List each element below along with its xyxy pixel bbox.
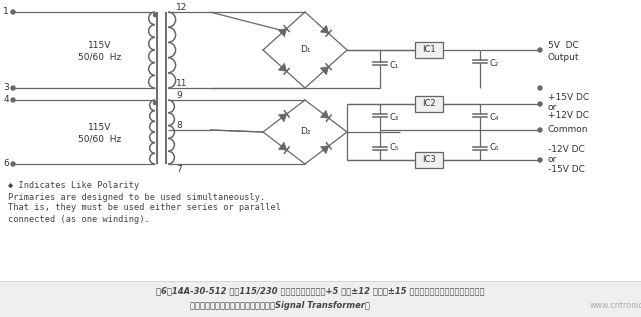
Circle shape [538, 102, 542, 106]
Text: D₁: D₁ [300, 46, 310, 55]
Circle shape [153, 14, 156, 16]
Text: Output: Output [548, 53, 579, 61]
Text: or: or [548, 156, 557, 165]
Text: 9: 9 [176, 90, 182, 100]
Text: -12V DC: -12V DC [548, 146, 585, 154]
Text: 11: 11 [176, 79, 188, 87]
Polygon shape [320, 25, 329, 33]
Text: C₁: C₁ [390, 61, 399, 69]
Polygon shape [278, 142, 287, 150]
Text: ◆ Indicates Like Polarity: ◆ Indicates Like Polarity [8, 182, 139, 191]
Polygon shape [320, 146, 329, 154]
Circle shape [11, 162, 15, 166]
Text: 3: 3 [3, 83, 9, 93]
Text: C₄: C₄ [489, 113, 498, 121]
Text: -15V DC: -15V DC [548, 165, 585, 174]
Text: connected (as one winding).: connected (as one winding). [8, 215, 150, 223]
Text: IC2: IC2 [422, 100, 436, 108]
Text: www.cntronics.com: www.cntronics.com [590, 301, 641, 309]
Text: C₆: C₆ [489, 143, 498, 152]
Text: 50/60  Hz: 50/60 Hz [78, 134, 122, 144]
Text: 图6：14A-30-512 采用115/230 伏输入电压，适用于+5 伏或±12 伏直流±15 伏直流电源，具体取决于用户如何: 图6：14A-30-512 采用115/230 伏输入电压，适用于+5 伏或±1… [156, 287, 484, 295]
Text: C₅: C₅ [390, 143, 399, 152]
Circle shape [538, 86, 542, 90]
Text: Common: Common [548, 126, 588, 134]
Text: 6: 6 [3, 159, 9, 169]
Text: That is, they must be used either series or parallel: That is, they must be used either series… [8, 204, 281, 212]
Bar [0, 281, 641, 317]
Polygon shape [278, 63, 287, 71]
Text: 连接初级和次级侧绕组。（图片来源：Signal Transformer）: 连接初级和次级侧绕组。（图片来源：Signal Transformer） [190, 301, 370, 309]
Polygon shape [278, 29, 287, 37]
Circle shape [11, 10, 15, 14]
Text: 115V: 115V [88, 41, 112, 49]
Text: D₂: D₂ [300, 127, 310, 137]
Bar [415, 96, 443, 112]
Circle shape [11, 86, 15, 90]
Polygon shape [320, 110, 329, 118]
Text: or: or [548, 102, 557, 112]
Text: C₂: C₂ [489, 59, 498, 68]
Circle shape [11, 98, 15, 102]
Text: IC3: IC3 [422, 156, 436, 165]
Text: 5V  DC: 5V DC [548, 42, 579, 50]
Text: Primaries are designed to be used simultaneously.: Primaries are designed to be used simult… [8, 192, 265, 202]
Circle shape [538, 128, 542, 132]
Circle shape [538, 48, 542, 52]
Text: +12V DC: +12V DC [548, 112, 589, 120]
Polygon shape [278, 114, 287, 122]
Text: 115V: 115V [88, 122, 112, 132]
Text: 50/60  Hz: 50/60 Hz [78, 53, 122, 61]
Polygon shape [320, 67, 329, 75]
Text: IC1: IC1 [422, 46, 436, 55]
Text: +15V DC: +15V DC [548, 94, 589, 102]
Text: C₃: C₃ [390, 113, 399, 121]
Text: 8: 8 [176, 120, 182, 130]
Circle shape [538, 158, 542, 162]
Circle shape [153, 101, 156, 105]
Text: 4: 4 [3, 95, 9, 105]
Text: 1: 1 [3, 8, 9, 16]
Text: 7: 7 [176, 165, 182, 173]
Bar [415, 152, 443, 168]
Bar [415, 42, 443, 58]
Text: 12: 12 [176, 3, 187, 11]
